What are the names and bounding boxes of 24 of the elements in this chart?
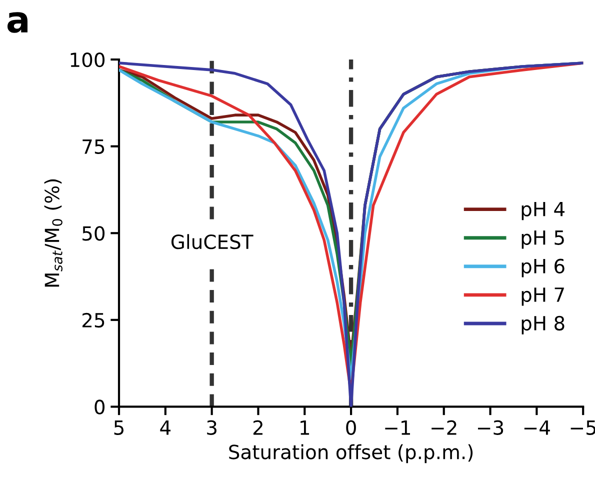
- y-tick-label: 0: [94, 400, 105, 414]
- y-tick-label: 100: [70, 52, 105, 68]
- x-tick-label: 1: [300, 420, 310, 435]
- legend-label: pH 8: [522, 316, 564, 334]
- legend-label: pH 5: [522, 230, 564, 249]
- x-tick-label: 2: [253, 420, 262, 435]
- x-tick-label: −2: [432, 420, 456, 435]
- legend-label: pH 6: [522, 258, 564, 278]
- annotation: GluCEST: [171, 234, 254, 250]
- x-tick-label: 4: [160, 420, 171, 435]
- y-tick-label: 25: [82, 312, 104, 328]
- chart-title: a: [8, 12, 28, 33]
- y-tick-label: 75: [82, 140, 104, 154]
- x-tick-label: 0: [346, 420, 356, 435]
- x-axis-title: Saturation offset (p.p.m.): [229, 444, 473, 464]
- legend-label: pH 4: [522, 202, 565, 220]
- x-tick-label: −1: [385, 420, 410, 435]
- x-tick-label: 3: [207, 420, 216, 435]
- y-axis-title: M$_{sat}$/M$_{0}$ (%): [44, 179, 62, 287]
- legend-label: pH 7: [522, 288, 564, 306]
- x-tick-label: −3: [478, 420, 504, 435]
- x-tick-label: 5: [114, 420, 124, 435]
- y-tick-label: 50: [82, 226, 105, 241]
- x-tick-label: −4: [524, 420, 550, 435]
